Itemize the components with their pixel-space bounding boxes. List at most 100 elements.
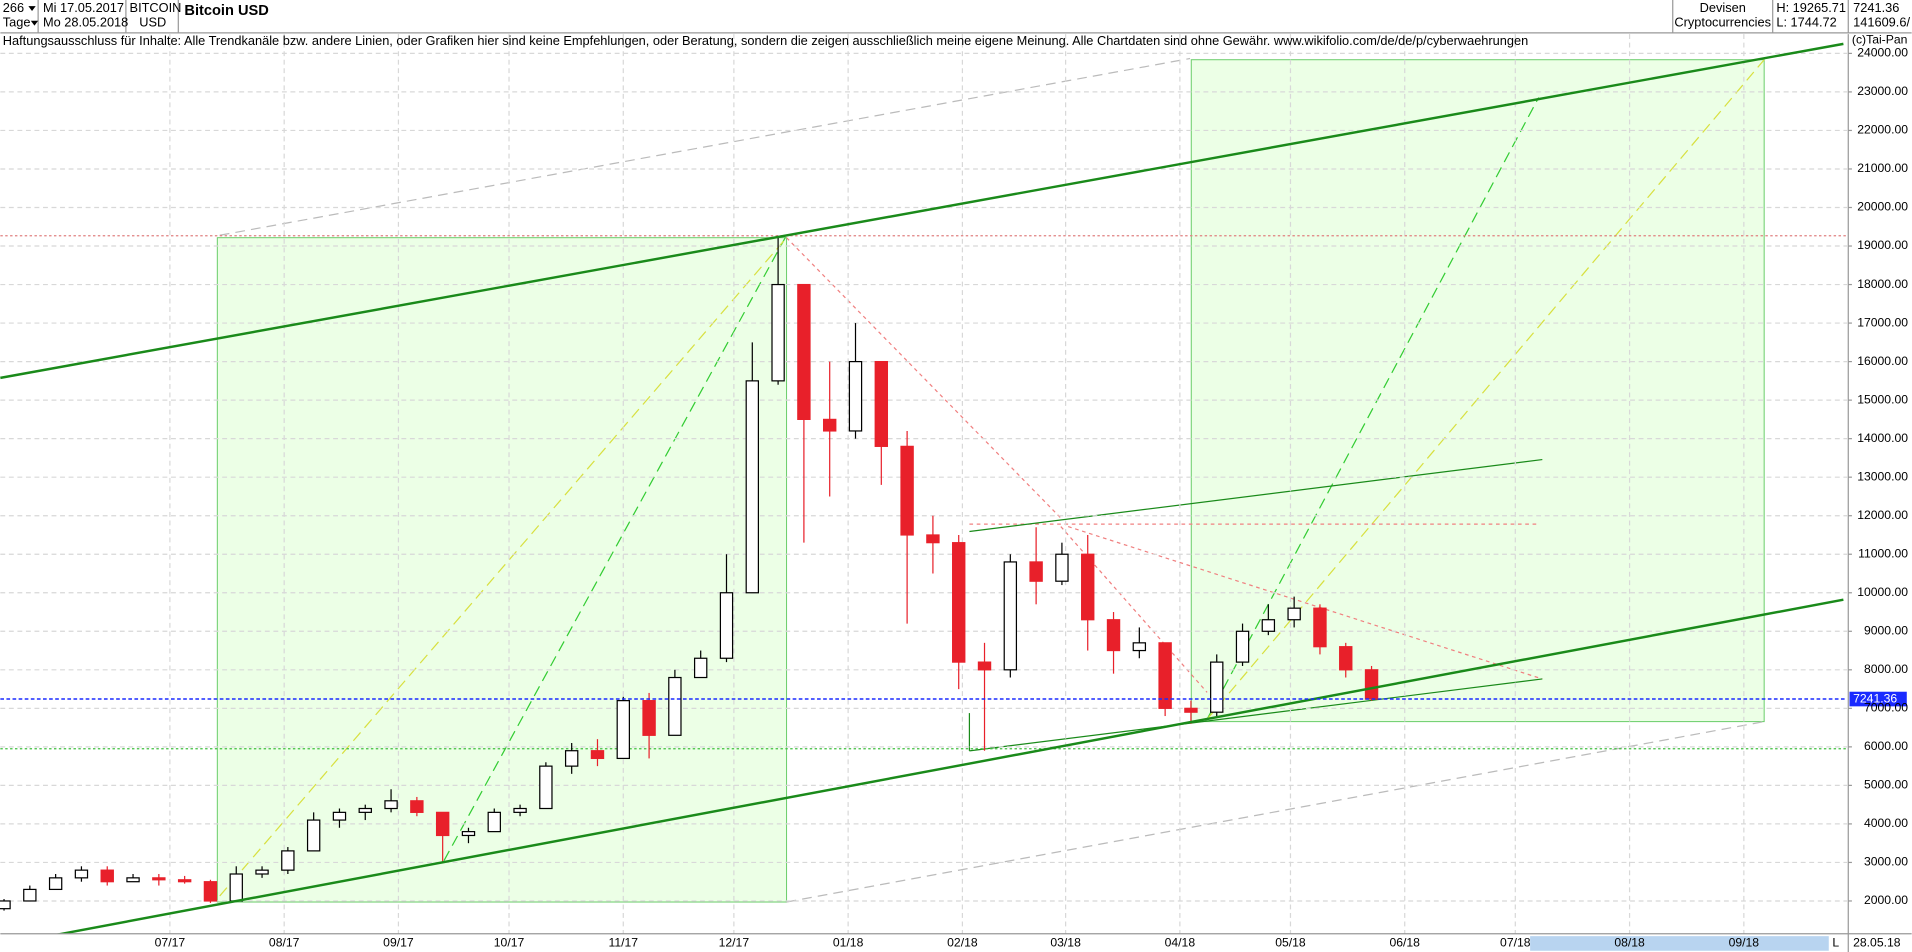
drawings (216, 57, 1765, 903)
candle-body (822, 418, 837, 432)
scrollbar[interactable] (1530, 936, 1829, 951)
overlay: 7241.36 (0, 691, 1907, 707)
candle-body (1158, 642, 1172, 709)
dropdown-icon[interactable] (30, 20, 39, 26)
candle-body (1106, 619, 1121, 652)
copyright: (c)Tai-Pan (1852, 32, 1907, 46)
candle-body (926, 534, 940, 544)
x-tick-label: 08/18 (1614, 936, 1645, 950)
channels (0, 42, 1844, 938)
candle-body (1313, 607, 1327, 648)
candle-body (74, 869, 89, 879)
box (1190, 59, 1765, 723)
to-date[interactable]: Mo 28.05.2018 (43, 15, 128, 30)
candle-body (797, 283, 811, 421)
axes: 2000.00 3000.00 4000.00 5000.00 6000.00 7000.… (155, 46, 1909, 950)
candle-body (539, 765, 553, 810)
trend-line (786, 721, 1765, 903)
y-tick-label: 7000.00 (1864, 701, 1908, 715)
current-price-box (1849, 691, 1907, 707)
header: 266 Tage Mi 17.05.2017 Mo 28.05.2018 BIT… (0, 0, 1912, 48)
x-axis: 28.05.18 L (0, 34, 1912, 952)
candle-body (177, 879, 192, 883)
candle-body (461, 831, 476, 837)
x-tick-label: 01/18 (833, 936, 864, 950)
from-date[interactable]: Mi 17.05.2017 (43, 0, 124, 15)
x-tick-label: 10/17 (494, 936, 525, 950)
trend-channel (0, 42, 1844, 380)
candle-body (1132, 642, 1147, 652)
candle-body (281, 850, 295, 871)
candle-body (126, 877, 140, 883)
y-tick-label: 22000.00 (1857, 123, 1908, 137)
header-bg (0, 0, 1912, 33)
x-tick-label: 06/18 (1389, 936, 1420, 950)
candle-body (23, 888, 37, 902)
y-tick-label: 2000.00 (1864, 893, 1908, 907)
interval[interactable]: Tage (3, 15, 31, 30)
candle-body (1003, 561, 1018, 671)
x-tick-label: 07/17 (155, 936, 186, 950)
x-tick-label: 09/17 (383, 936, 414, 950)
y-tick-label: 8000.00 (1864, 662, 1908, 676)
candle-body (410, 800, 424, 813)
candle-body (1235, 630, 1250, 663)
high: H: 19265.71 (1776, 0, 1846, 15)
candle-body (952, 542, 966, 663)
scale-mode[interactable]: L (1832, 936, 1839, 950)
trend-line (219, 57, 1191, 236)
candle-body (100, 869, 114, 883)
trend-line (969, 678, 1543, 752)
candle-body (1287, 607, 1301, 621)
y-tick-label: 23000.00 (1857, 84, 1908, 98)
y-tick-label: 4000.00 (1864, 816, 1908, 830)
candle-body (719, 592, 734, 659)
candle-body (1081, 553, 1095, 621)
candles (0, 235, 1379, 911)
candle-body (487, 811, 501, 833)
x-tick-label: 03/18 (1050, 936, 1081, 950)
candle-body (848, 360, 863, 432)
candle-body (564, 750, 579, 767)
candle-body (771, 283, 785, 382)
y-tick-label: 19000.00 (1857, 238, 1908, 252)
candle-body (745, 380, 760, 594)
period[interactable]: 266 (3, 0, 24, 15)
candle-body (668, 676, 682, 736)
symbol: BITCOIN (130, 0, 182, 15)
candle-body (1261, 619, 1276, 632)
trend-line (219, 237, 788, 897)
candle-body (1184, 707, 1198, 713)
candle-body (874, 360, 889, 447)
x-tick-label: 07/18 (1500, 936, 1531, 950)
x-tick-label: 04/18 (1165, 936, 1196, 950)
x-tick-label: 05/18 (1275, 936, 1306, 950)
y-tick-label: 11000.00 (1858, 546, 1908, 560)
candle-body (332, 811, 347, 821)
candle-body (229, 873, 243, 902)
chart-title: Bitcoin USD (184, 3, 268, 19)
candle-body (513, 807, 527, 813)
trend-channel (48, 598, 1844, 938)
candle-body (435, 811, 450, 837)
candle-body (48, 877, 63, 891)
candle-body (642, 700, 656, 736)
y-tick-label: 13000.00 (1857, 469, 1908, 483)
y-tick-label: 9000.00 (1864, 624, 1908, 638)
candle-body (1339, 646, 1353, 671)
candle-body (900, 445, 914, 536)
candle-body (306, 819, 321, 852)
candle-body (358, 807, 372, 813)
candle-body (977, 661, 992, 671)
axis-bg (0, 933, 1849, 952)
y-tick-label: 24000.00 (1857, 46, 1908, 60)
y-tick-label: 20000.00 (1857, 200, 1908, 214)
y-tick-label: 18000.00 (1857, 277, 1908, 291)
dropdown-icon[interactable] (28, 6, 36, 11)
volume: 141609.6/ (1853, 15, 1910, 30)
y-tick-label: 15000.00 (1857, 392, 1908, 406)
currency: USD (139, 15, 166, 30)
y-tick-label: 14000.00 (1857, 431, 1908, 445)
last: 7241.36 (1853, 0, 1899, 15)
